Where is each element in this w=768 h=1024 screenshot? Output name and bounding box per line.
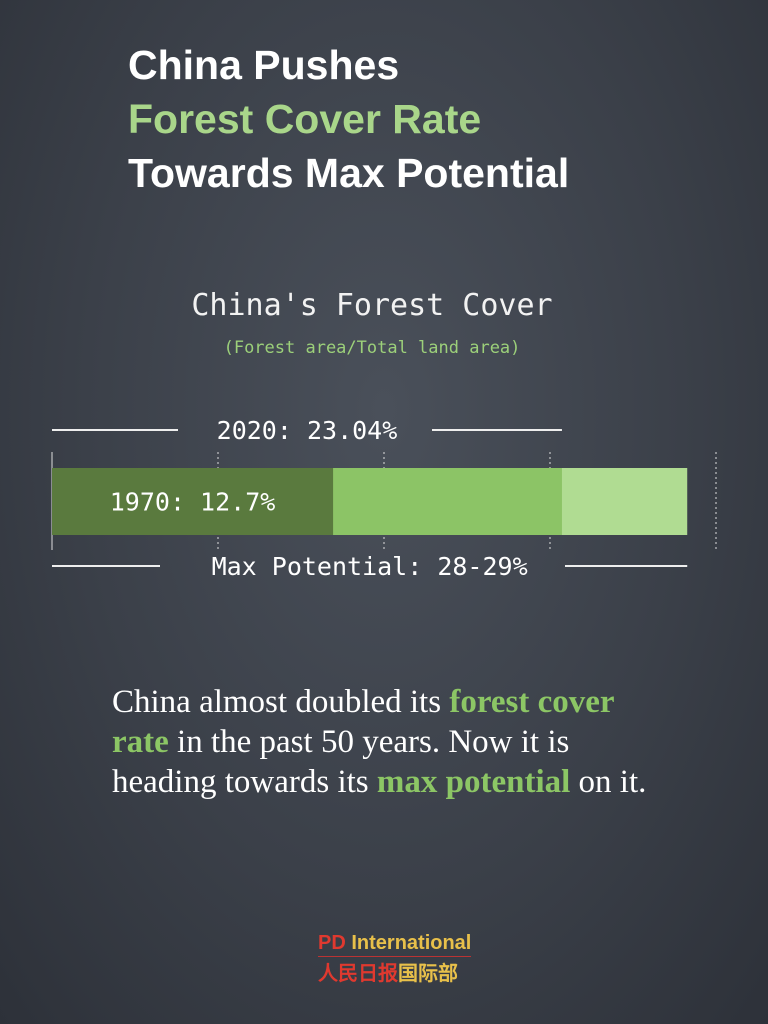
label-1970: 1970: 12.7% bbox=[110, 488, 276, 517]
logo-zh-a: 人民日报 bbox=[318, 961, 398, 985]
chart-subtitle: (Forest area/Total land area) bbox=[223, 338, 521, 358]
label-max-potential: Max Potential: 28-29% bbox=[212, 552, 528, 581]
pd-international-logo: PD International 人民日报国际部 bbox=[318, 932, 472, 986]
logo-international: International bbox=[345, 932, 472, 954]
headline-line-1: China Pushes bbox=[128, 42, 400, 88]
forest-cover-chart: 1970: 12.7% 2020: 23.04% Max Potential: 28… bbox=[51, 416, 717, 581]
highlight-forest-cover-rate: forest cover rate bbox=[112, 684, 614, 760]
highlight-max-potential: max potential bbox=[376, 764, 571, 800]
headline-line-3: Towards Max Potential bbox=[128, 150, 570, 196]
body-text-part: in the past 50 years. Now it is heading … bbox=[112, 724, 570, 800]
label-2020: 2020: 23.04% bbox=[217, 416, 398, 445]
logo-zh-b: 国际部 bbox=[398, 961, 458, 985]
body-text-part: on it. bbox=[570, 764, 647, 800]
headline-line-2: Forest Cover Rate bbox=[128, 96, 482, 142]
headline: China Pushes Forest Cover Rate Towards M… bbox=[128, 38, 569, 200]
chart-title: China's Forest Cover bbox=[191, 288, 553, 323]
bar-segment bbox=[52, 468, 334, 535]
body-text-part: China almost doubled its bbox=[112, 684, 450, 720]
body-text: China almost doubled its forest cover ra… bbox=[112, 682, 672, 802]
logo-pd: PD bbox=[318, 932, 346, 954]
